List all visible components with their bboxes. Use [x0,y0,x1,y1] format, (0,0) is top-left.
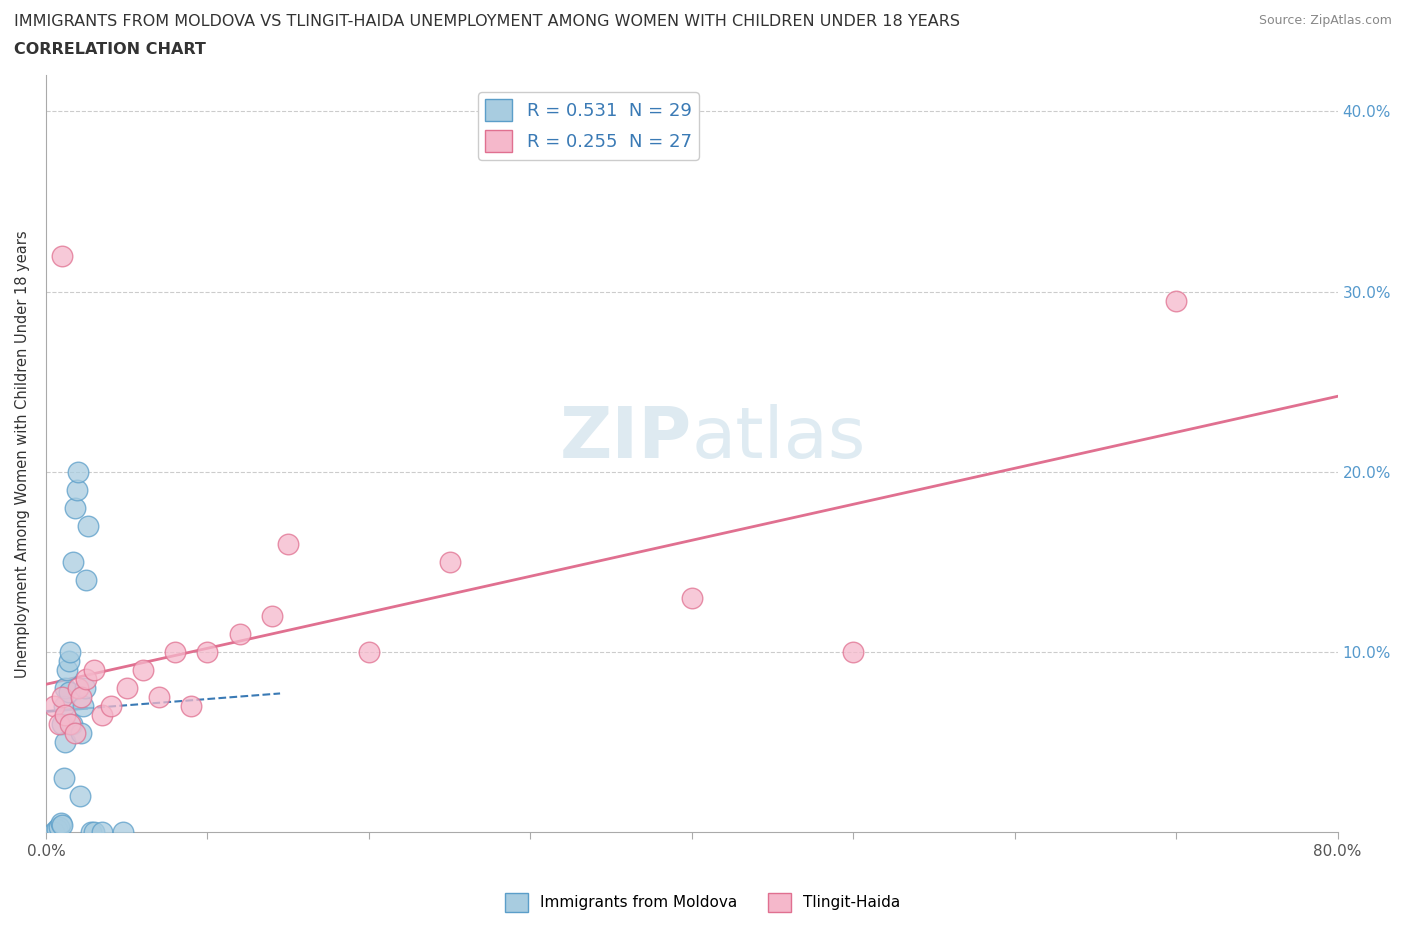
Point [62,554,84,569]
Point [148,690,170,705]
Point [842,644,865,659]
Text: CORRELATION CHART: CORRELATION CHART [14,42,205,57]
Point [63,500,86,515]
Text: ZIP: ZIP [560,405,692,473]
Point [277,537,299,551]
Point [63,725,86,740]
Point [80,825,103,840]
Point [67,681,90,696]
Point [46,821,69,836]
Y-axis label: Unemployment Among Women with Children Under 18 years: Unemployment Among Women with Children U… [15,230,30,678]
Point [58,684,80,699]
Point [53,681,76,696]
Point [53,735,76,750]
Point [112,825,135,840]
Point [83,663,105,678]
Legend: Immigrants from Moldova, Tlingit-Haida: Immigrants from Moldova, Tlingit-Haida [499,887,907,918]
Point [75,671,97,686]
Point [681,591,703,605]
Point [75,573,97,588]
Point [77,519,100,534]
Point [115,681,138,696]
Point [59,644,82,659]
Point [56,663,79,678]
Text: atlas: atlas [692,405,866,473]
Point [48,819,70,834]
Point [51,817,73,832]
Point [51,248,73,263]
Point [66,483,89,498]
Point [52,771,75,786]
Point [52,698,75,713]
Point [53,708,76,723]
Point [91,825,114,840]
Legend: R = 0.531  N = 29, R = 0.255  N = 27: R = 0.531 N = 29, R = 0.255 N = 27 [478,92,699,160]
Point [1166,293,1188,308]
Point [260,608,283,623]
Point [58,654,80,669]
Point [51,690,73,705]
Point [73,681,96,696]
Point [67,464,90,479]
Point [228,627,250,642]
Point [48,717,70,732]
Point [165,644,187,659]
Text: Source: ZipAtlas.com: Source: ZipAtlas.com [1258,14,1392,27]
Point [51,717,73,732]
Text: IMMIGRANTS FROM MOLDOVA VS TLINGIT-HAIDA UNEMPLOYMENT AMONG WOMEN WITH CHILDREN : IMMIGRANTS FROM MOLDOVA VS TLINGIT-HAIDA… [14,14,960,29]
Point [69,789,91,804]
Point [42,698,65,713]
Point [439,554,461,569]
Point [49,816,72,830]
Point [357,644,380,659]
Point [70,725,93,740]
Point [70,690,93,705]
Point [60,717,83,732]
Point [197,644,219,659]
Point [42,825,65,840]
Point [132,663,155,678]
Point [91,708,114,723]
Point [72,698,94,713]
Point [100,698,122,713]
Point [180,698,202,713]
Point [83,825,105,840]
Point [59,717,82,732]
